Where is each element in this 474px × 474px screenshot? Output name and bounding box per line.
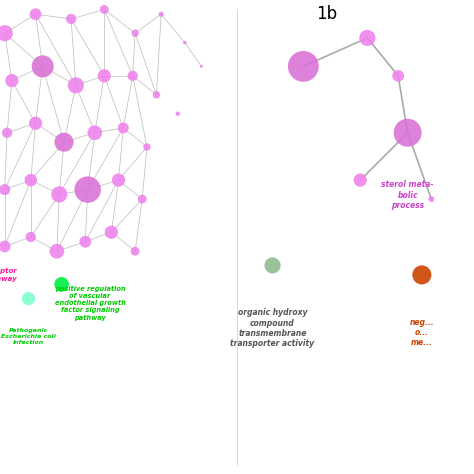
Point (181, 39, 189, 46)
Point (91, 129, 99, 137)
Point (72, 82, 80, 89)
Point (404, 129, 411, 137)
Point (1, 243, 9, 250)
Text: receptor
pathway: receptor pathway (0, 268, 17, 282)
Point (8, 77, 16, 84)
Point (131, 29, 139, 37)
Point (418, 271, 426, 279)
Text: Pathogenic
Escherichia coli
infection: Pathogenic Escherichia coli infection (1, 328, 56, 345)
Point (100, 6, 108, 13)
Point (119, 124, 127, 132)
Point (364, 34, 371, 42)
Point (394, 72, 402, 80)
Point (157, 10, 165, 18)
Text: neg...
o...
me...: neg... o... me... (410, 318, 434, 347)
Point (39, 63, 46, 70)
Point (27, 233, 35, 241)
Text: organic hydroxy
compound
transmembrane
transporter activity: organic hydroxy compound transmembrane t… (230, 308, 315, 348)
Point (143, 143, 151, 151)
Point (1, 186, 9, 193)
Point (138, 195, 146, 203)
Point (269, 262, 276, 269)
Point (3, 129, 11, 137)
Point (58, 281, 65, 288)
Point (84, 186, 91, 193)
Point (115, 176, 122, 184)
Point (131, 247, 139, 255)
Point (60, 138, 68, 146)
Point (27, 176, 35, 184)
Text: positive regulation
of vascular
endothelial growth
factor signaling
pathway: positive regulation of vascular endothel… (55, 286, 126, 320)
Point (129, 72, 137, 80)
Point (53, 247, 61, 255)
Point (428, 195, 435, 203)
Point (25, 295, 32, 302)
Point (55, 191, 63, 198)
Point (82, 238, 89, 246)
Point (174, 110, 182, 118)
Point (100, 72, 108, 80)
Point (32, 10, 39, 18)
Point (67, 15, 75, 23)
Point (32, 119, 39, 127)
Point (300, 63, 307, 70)
Point (108, 228, 115, 236)
Point (356, 176, 364, 184)
Text: 1b: 1b (317, 5, 337, 23)
Text: sterol meta-
bolic
process: sterol meta- bolic process (382, 180, 434, 210)
Point (1, 29, 9, 37)
Point (153, 91, 160, 99)
Point (198, 63, 205, 70)
